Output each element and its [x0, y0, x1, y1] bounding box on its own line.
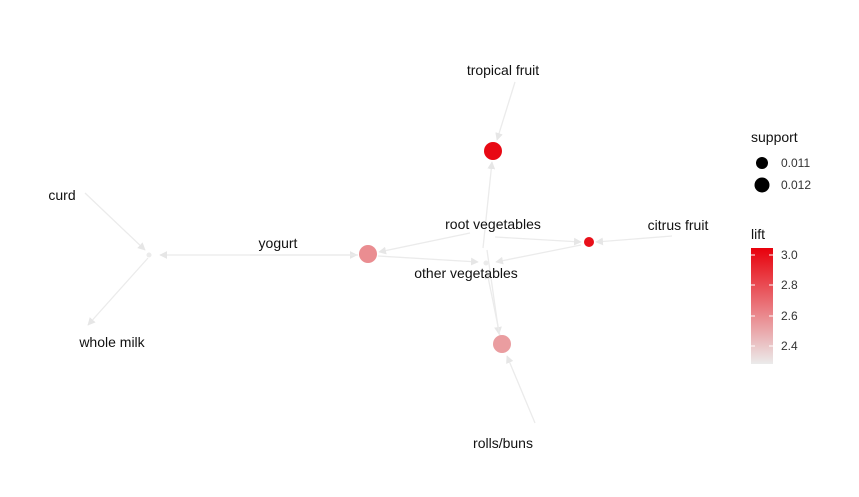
support-legend: support 0.011 0.012 [751, 129, 811, 193]
edge-rule-2-to-other-vegetables [377, 255, 479, 266]
edge-curd-to-whole-milk [84, 192, 146, 251]
lift-ticks: 3.0 2.8 2.6 2.4 [751, 248, 798, 353]
edge-rule-3-to-other-vegetables [495, 244, 582, 265]
edge-root-vegetables-to-rule-3 [494, 236, 582, 246]
label-rolls-buns: rolls/buns [473, 435, 533, 451]
support-key-label-1: 0.011 [781, 156, 810, 170]
support-key-small [756, 157, 768, 169]
label-citrus-fruit: citrus fruit [648, 217, 709, 233]
label-whole-milk: whole milk [78, 334, 145, 350]
lift-tick-label: 3.0 [781, 248, 798, 262]
rule-node-3[interactable] [584, 237, 594, 247]
rule-node-1[interactable] [484, 142, 502, 160]
lift-colorbar [751, 248, 773, 364]
support-key-large [754, 177, 770, 193]
lift-legend: lift 3.0 2.8 2.6 2.4 [751, 226, 798, 364]
edge-tropical-fruit-to-rule-1 [495, 81, 516, 141]
label-root-vegetables: root vegetables [445, 216, 541, 232]
item-points [146, 252, 489, 266]
label-yogurt: yogurt [259, 235, 298, 251]
rule-nodes [359, 142, 594, 353]
edge-rule-4-to-other-vegetables [484, 271, 501, 337]
label-curd: curd [48, 187, 75, 203]
label-other-vegetables: other vegetables [414, 265, 518, 281]
edge-rolls-buns-to-rule-4 [506, 355, 536, 424]
lift-tick-label: 2.6 [781, 309, 798, 323]
lift-legend-title: lift [751, 226, 765, 242]
edge-root-vegetables-to-rule-1 [482, 161, 496, 249]
rule-node-2[interactable] [359, 245, 377, 263]
whole-milk-point [146, 252, 152, 258]
support-legend-title: support [751, 129, 798, 145]
edges [84, 81, 673, 424]
label-tropical-fruit: tropical fruit [467, 62, 539, 78]
edge-citrus-fruit-to-rule-3 [595, 235, 673, 246]
edge-root-vegetables-to-rule-2 [378, 232, 471, 255]
lift-tick-label: 2.4 [781, 339, 798, 353]
item-labels: tropical fruit curd yogurt root vegetabl… [48, 62, 708, 451]
lift-tick-label: 2.8 [781, 278, 798, 292]
rule-node-4[interactable] [493, 335, 511, 353]
other-vegetables-point [483, 260, 489, 266]
edge-whole-milk-to-label [87, 257, 149, 326]
support-key-label-2: 0.012 [781, 178, 811, 192]
